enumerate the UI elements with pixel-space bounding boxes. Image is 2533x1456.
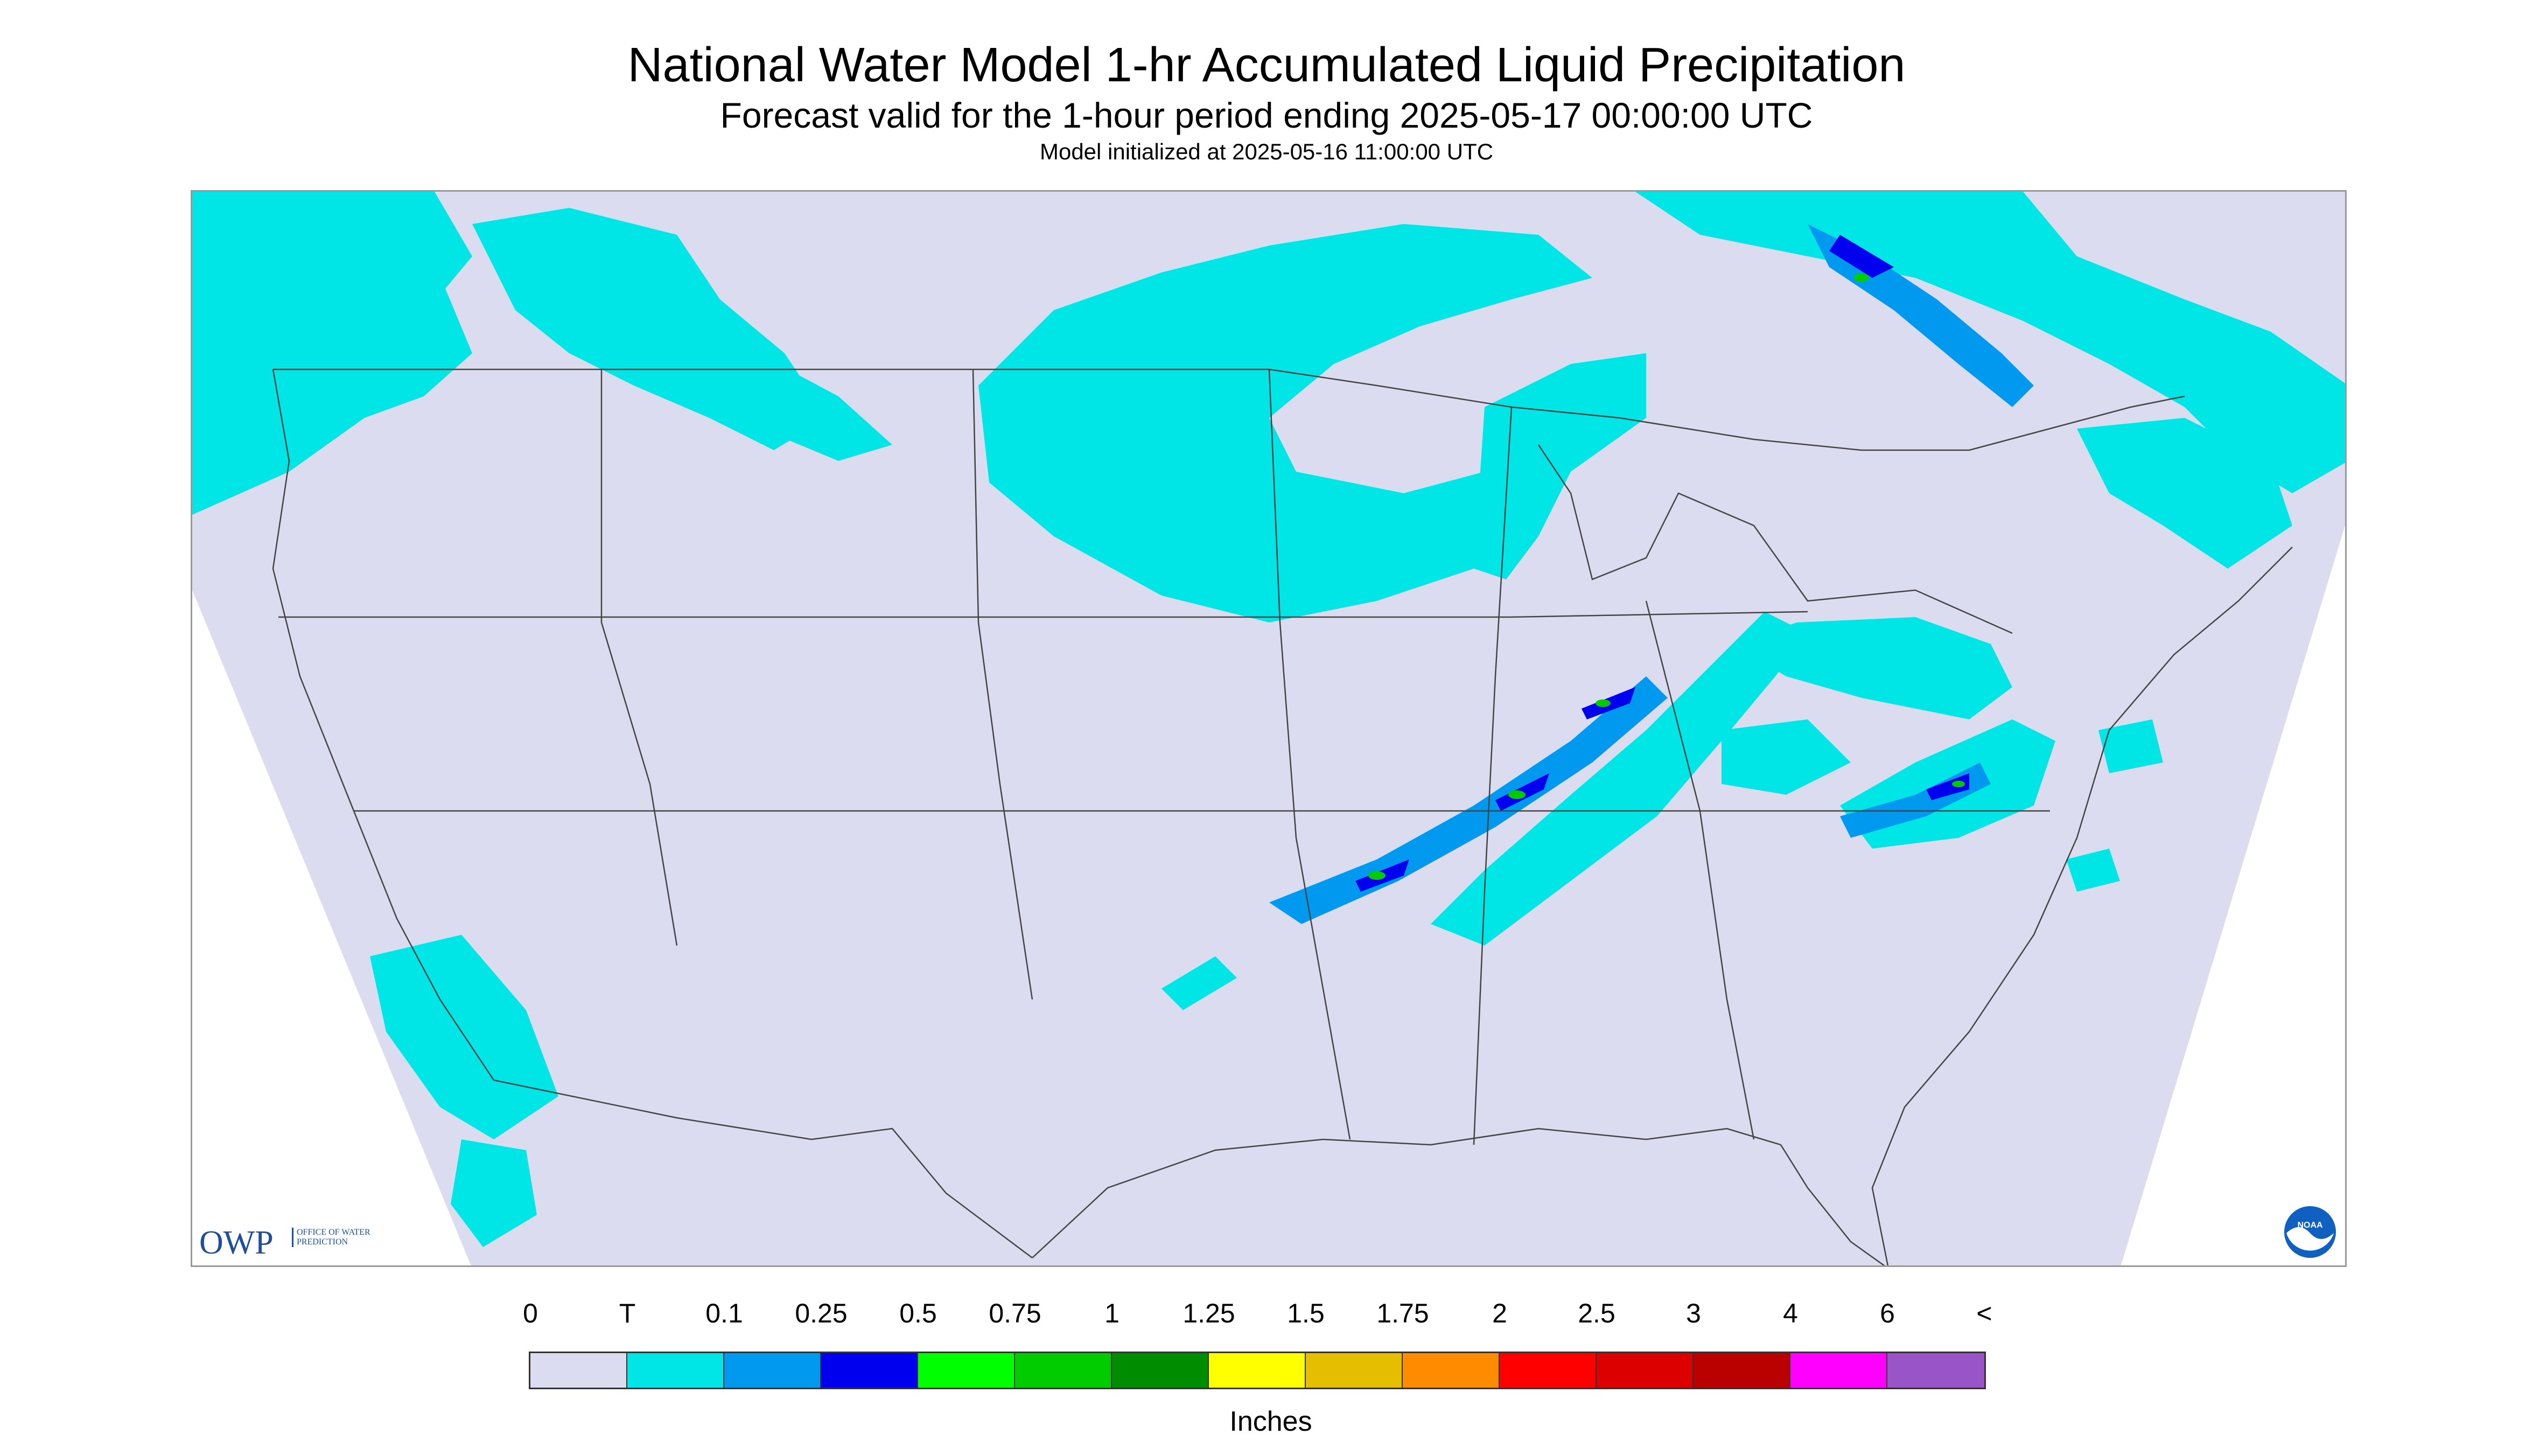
legend-swatch: [1112, 1353, 1209, 1388]
legend-label: 0: [523, 1298, 538, 1328]
legend-swatch: [1403, 1353, 1500, 1388]
state-boundaries: [272, 368, 2293, 1265]
mexico-border: [493, 1079, 1033, 1258]
legend-label: T: [619, 1298, 636, 1328]
legend-swatch: [1694, 1353, 1790, 1388]
legend-label: 0.25: [795, 1298, 848, 1328]
legend-swatch: [1209, 1353, 1306, 1388]
atlantic-offshore-1: [2098, 719, 2163, 773]
rockies-line: [600, 369, 678, 946]
legend-label: 0.75: [989, 1298, 1041, 1328]
central-line: [1268, 369, 1351, 1140]
peak-cell-4: [1854, 274, 1869, 282]
legend-label: 0.5: [899, 1298, 937, 1328]
legend-swatch: [918, 1353, 1015, 1388]
legend-swatch: [1790, 1353, 1887, 1388]
map-canvas: [192, 192, 2345, 1265]
legend-label: 4: [1783, 1298, 1798, 1328]
great-lakes-band: [1474, 353, 1646, 579]
pacific-northwest-precip: [192, 192, 472, 515]
west-coast: [272, 369, 495, 1081]
legend-labels: 0 T 0.1 0.25 0.5 0.75 1 1.25 1.5 1.75 2 2.5 3 4 6 <: [523, 1298, 2014, 1335]
legend-label: 2.5: [1578, 1298, 1615, 1328]
southwest-scatter: [451, 1139, 537, 1247]
quebec-heavy: [1829, 235, 1894, 278]
plains-line: [972, 369, 1033, 1000]
peak-cell-3: [1596, 699, 1611, 707]
noaa-logo: NOAA: [2284, 1206, 2336, 1258]
map-title: National Water Model 1-hr Accumulated Li…: [627, 38, 1906, 92]
peak-precip-cells: [1368, 274, 1965, 880]
legend-label: 1.75: [1376, 1298, 1429, 1328]
legend-label: 1.5: [1287, 1298, 1325, 1328]
legend-swatch: [1306, 1353, 1403, 1388]
florida: [1780, 1144, 1885, 1265]
peak-cell-1: [1368, 871, 1386, 880]
mississippi-line: [1473, 407, 1513, 1145]
east-coast: [1871, 547, 2293, 1265]
owp-logo-subtitle: OFFICE OF WATER PREDICTION: [292, 1228, 372, 1247]
legend-swatch: [1015, 1353, 1112, 1388]
legend-label: 0.1: [705, 1298, 743, 1328]
model-domain: [192, 192, 2345, 1265]
ohio-river-band: [1722, 719, 1851, 795]
legend-label: <: [1976, 1298, 1992, 1328]
legend-label: 1.25: [1182, 1298, 1235, 1328]
carolina-heavy: [1926, 773, 1969, 800]
forecast-valid-subtitle: Forecast valid for the 1-hour period end…: [720, 95, 1813, 135]
legend-label: 3: [1686, 1298, 1701, 1328]
arklatex-streak: [1161, 956, 1237, 1010]
canada-east-precip: [1635, 192, 2345, 493]
northeast-precip: [2077, 418, 2292, 569]
model-init-note: Model initialized at 2025-05-16 11:00:00…: [1039, 139, 1494, 164]
legend-swatch: [724, 1353, 821, 1388]
montana-precip: [677, 332, 892, 461]
ohio-valley-band: [1732, 617, 2012, 719]
legend-swatch: [821, 1353, 918, 1388]
canada-border: [273, 368, 2185, 451]
precip-legend: 0 T 0.1 0.25 0.5 0.75 1 1.25 1.5 1.75 2 2.5 3 4 6 < Inc…: [523, 1298, 2014, 1438]
great-lakes-shore: [1537, 444, 2013, 634]
noaa-logo-text: NOAA: [2297, 1221, 2323, 1230]
legend-swatch: [530, 1353, 627, 1388]
legend-label: 6: [1880, 1298, 1895, 1328]
peak-cell-5: [1952, 781, 1965, 787]
legend-swatch: [1887, 1353, 1984, 1388]
owp-logo-text: OWP: [199, 1224, 274, 1261]
trace-precip-areas: [192, 192, 2345, 1247]
legend-unit: Inches: [1229, 1406, 1312, 1437]
legend-colorbar: [529, 1352, 1986, 1389]
peak-cell-2: [1508, 790, 1526, 799]
atlantic-offshore-2: [2066, 849, 2120, 892]
gulf-coast: [1032, 1128, 1781, 1258]
legend-swatch: [1597, 1353, 1694, 1388]
legend-swatch: [1500, 1353, 1597, 1388]
midwest-convective-line: [1431, 612, 1808, 946]
appalachian-line: [1645, 600, 1755, 1140]
legend-swatch: [627, 1353, 724, 1388]
legend-label: 1: [1104, 1298, 1119, 1328]
precipitation-map: [191, 190, 2347, 1267]
latitude-line-1: [278, 611, 1808, 618]
california-precip: [370, 935, 558, 1139]
owp-logo: OWP OFFICE OF WATER PREDICTION: [199, 1221, 377, 1264]
upper-midwest-swirl: [978, 224, 1592, 622]
legend-label: 2: [1492, 1298, 1507, 1328]
